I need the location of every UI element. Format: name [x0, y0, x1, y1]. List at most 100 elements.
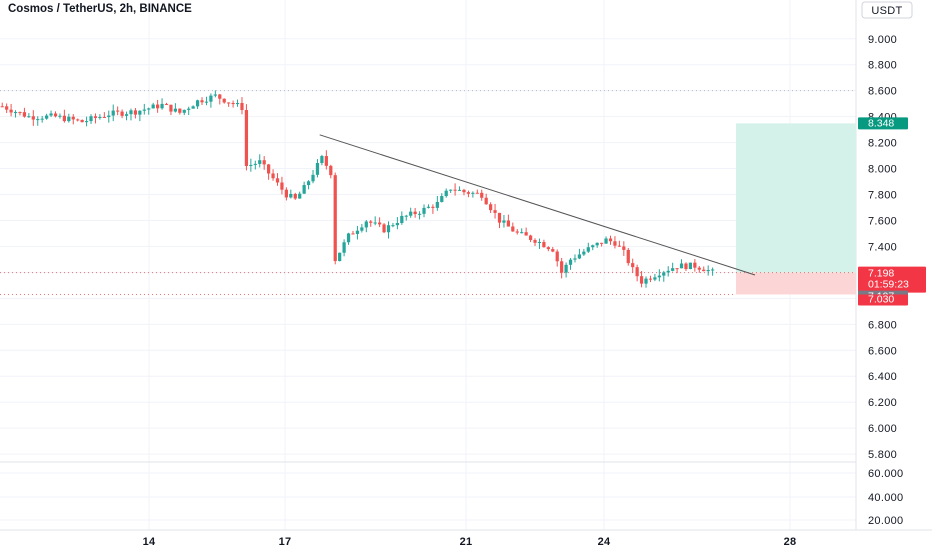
candle	[45, 115, 49, 119]
candle	[568, 259, 573, 265]
candle	[435, 201, 439, 208]
time-tick-label: 21	[460, 536, 473, 548]
stop-zone	[736, 272, 856, 295]
candle	[120, 111, 124, 116]
candle	[271, 173, 275, 179]
candle	[36, 119, 40, 121]
candle	[653, 277, 657, 280]
time-tick-label: 24	[598, 536, 611, 548]
candle	[537, 242, 542, 244]
candle	[626, 249, 630, 264]
candle	[493, 210, 497, 213]
candle	[227, 102, 231, 104]
candle	[560, 261, 564, 273]
candle	[662, 272, 666, 276]
candle	[711, 269, 715, 271]
candle	[489, 204, 493, 211]
price-tick-label: 8.000	[868, 164, 897, 176]
candle	[178, 108, 182, 113]
candle	[666, 270, 670, 273]
candle	[169, 104, 173, 112]
candle	[111, 110, 115, 116]
candle	[422, 207, 426, 214]
candle	[564, 264, 568, 273]
candle	[258, 160, 262, 164]
candle	[688, 262, 693, 270]
candle	[320, 156, 324, 163]
price-tick-label: 8.200	[868, 138, 897, 150]
candle	[453, 189, 457, 191]
candle	[5, 106, 9, 110]
candle	[648, 278, 653, 280]
currency-button[interactable]	[861, 1, 913, 19]
candle	[604, 238, 608, 244]
candle	[253, 163, 257, 165]
time-tick-label: 17	[279, 536, 292, 548]
candle	[315, 162, 320, 175]
candle	[124, 114, 129, 116]
candle	[204, 101, 209, 103]
current-price-tag-bg	[858, 266, 926, 293]
stop-price-tag: 7.030	[868, 293, 894, 305]
candle	[480, 192, 484, 198]
position-zones	[736, 123, 856, 295]
candle	[138, 110, 142, 115]
candle	[706, 270, 710, 272]
candle	[404, 215, 408, 217]
currency-label: USDT	[871, 5, 902, 17]
time-axis[interactable]: 14 17 21 24 28	[143, 536, 797, 548]
countdown-tag: 01:59:23	[868, 279, 909, 291]
candle	[71, 116, 75, 120]
candle	[275, 178, 280, 183]
candle	[582, 251, 586, 255]
price-tick-label: 7.600	[868, 215, 897, 227]
candle	[244, 110, 249, 166]
target-price-tag: 8.348	[868, 117, 894, 129]
candle	[671, 268, 675, 271]
candle	[515, 231, 519, 233]
candle	[129, 110, 133, 115]
candle	[520, 232, 524, 234]
grid	[0, 0, 932, 531]
candle	[235, 102, 240, 105]
candle	[511, 226, 515, 232]
candle	[293, 193, 297, 199]
candle	[116, 110, 120, 112]
candle	[586, 247, 590, 252]
candle	[449, 189, 453, 191]
candle	[635, 267, 639, 277]
trendline[interactable]	[319, 134, 756, 276]
price-tick-label: 7.400	[868, 241, 897, 253]
candle	[280, 182, 284, 190]
candle	[262, 160, 266, 165]
candle	[9, 109, 13, 113]
candle	[107, 115, 111, 118]
candle	[31, 116, 35, 120]
candle	[355, 230, 360, 234]
candle	[382, 224, 386, 233]
candle	[524, 232, 528, 236]
candle	[378, 222, 382, 225]
candle	[329, 165, 333, 176]
candle	[431, 206, 435, 208]
candle	[84, 121, 89, 123]
candle	[697, 267, 701, 270]
price-tick-label: 8.600	[868, 86, 897, 98]
candle	[591, 245, 595, 248]
candle	[391, 225, 395, 227]
price-tick-label: 8.800	[868, 60, 897, 72]
candle	[156, 104, 160, 109]
candle	[631, 263, 635, 268]
candle	[675, 268, 679, 270]
price-levels	[0, 90, 856, 295]
candle	[351, 233, 355, 235]
candle	[551, 249, 555, 252]
candle	[546, 247, 550, 250]
target-price-tag-bg	[858, 117, 908, 130]
price-tick-label: 6.600	[868, 345, 897, 357]
trendline-segment[interactable]	[319, 134, 756, 276]
candle	[187, 108, 191, 110]
candle	[209, 95, 213, 102]
candle	[67, 116, 71, 122]
